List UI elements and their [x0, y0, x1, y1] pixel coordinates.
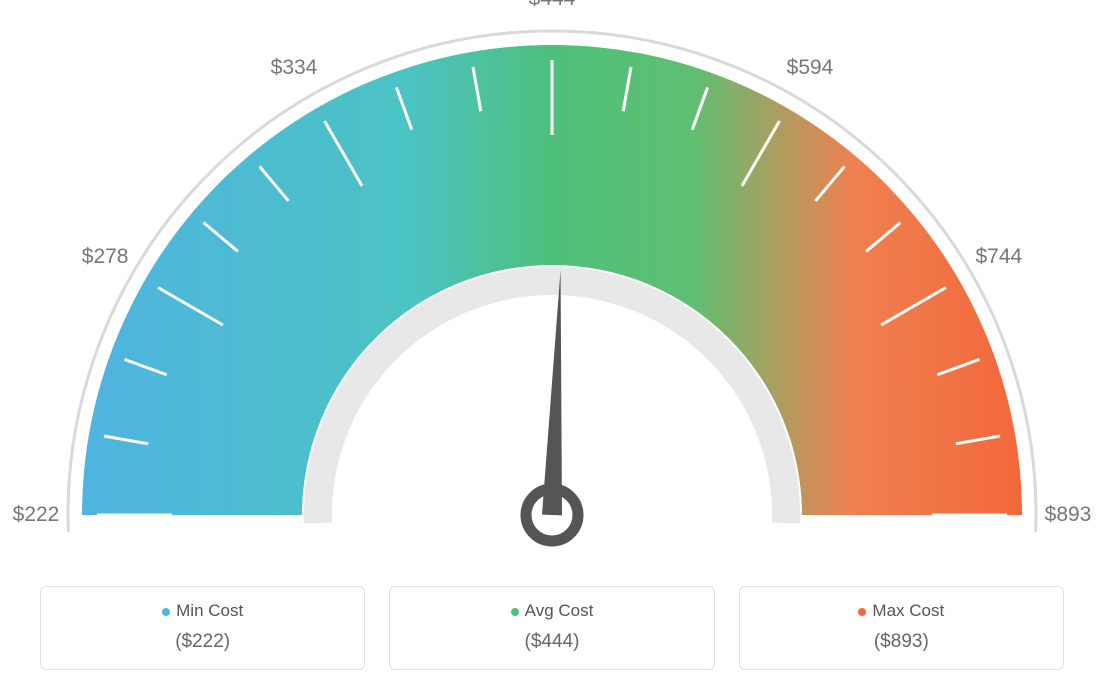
- legend-min-dot: [162, 608, 170, 616]
- legend-min-title: Min Cost: [51, 601, 354, 621]
- legend-avg-value: ($444): [400, 631, 703, 653]
- gauge-tick-label: $744: [976, 245, 1023, 269]
- legend-max-value: ($893): [750, 631, 1053, 653]
- legend-max-title-text: Max Cost: [872, 601, 944, 620]
- cost-gauge-container: $222 $278 $334 $444 $594 $744 $893 Min Cost ($…: [0, 0, 1104, 690]
- legend-max-box: Max Cost ($893): [739, 586, 1064, 670]
- legend-avg-title-text: Avg Cost: [525, 601, 594, 620]
- legend-max-dot: [858, 608, 866, 616]
- gauge-tick-label: $222: [13, 503, 60, 527]
- gauge-chart: $222 $278 $334 $444 $594 $744 $893: [0, 0, 1104, 570]
- gauge-tick-label: $278: [82, 245, 129, 269]
- legend-avg-dot: [511, 608, 519, 616]
- legend-max-title: Max Cost: [750, 601, 1053, 621]
- gauge-tick-label: $594: [787, 56, 834, 80]
- legend-min-box: Min Cost ($222): [40, 586, 365, 670]
- legend-min-title-text: Min Cost: [176, 601, 243, 620]
- legend-avg-title: Avg Cost: [400, 601, 703, 621]
- legend-avg-box: Avg Cost ($444): [389, 586, 714, 670]
- gauge-tick-label: $893: [1045, 503, 1092, 527]
- gauge-tick-label: $334: [271, 56, 318, 80]
- gauge-tick-label: $444: [529, 0, 576, 11]
- legend-row: Min Cost ($222) Avg Cost ($444) Max Cost…: [40, 586, 1064, 670]
- gauge-svg: [0, 0, 1104, 570]
- legend-min-value: ($222): [51, 631, 354, 653]
